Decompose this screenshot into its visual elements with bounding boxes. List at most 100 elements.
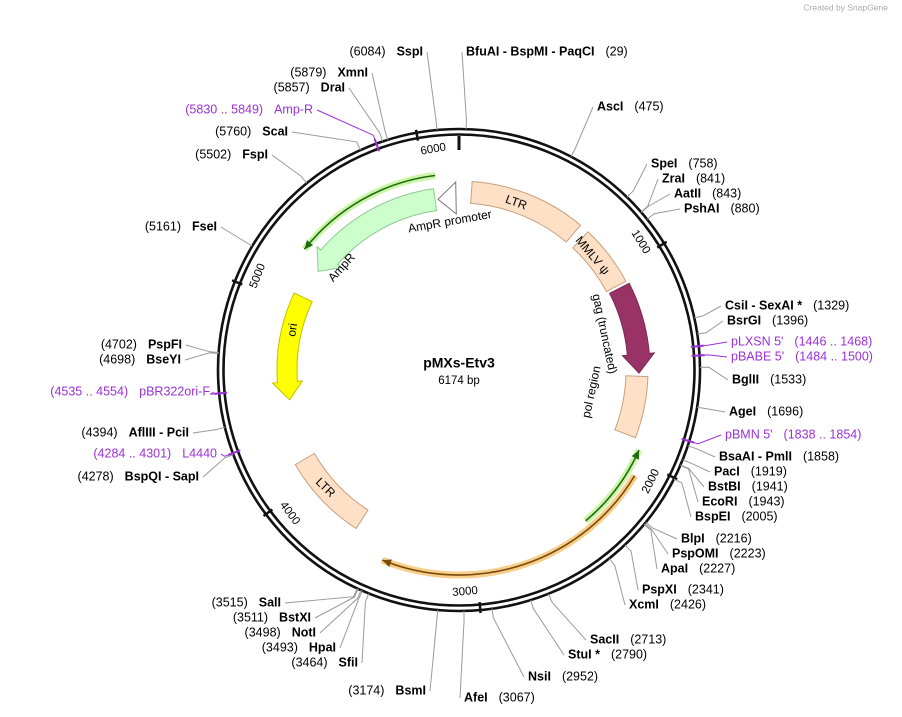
site-position: (4278) xyxy=(78,469,114,483)
site-position: (2952) xyxy=(562,669,598,683)
site-name: XcmI xyxy=(629,597,659,611)
primer-mark xyxy=(214,391,228,395)
leader-line xyxy=(687,445,716,458)
site-position: (5502) xyxy=(195,147,231,161)
leader-line xyxy=(699,366,729,381)
site-position: (3511) xyxy=(233,610,268,624)
watermark: Created by SnapGene xyxy=(803,2,888,12)
primer-mark xyxy=(690,344,704,348)
site-name: CsiI - SexAI * xyxy=(725,298,802,312)
leader-line xyxy=(461,51,467,130)
site-position: (1696) xyxy=(767,404,803,418)
site-name: BspQI - SapI xyxy=(125,469,199,483)
site-position: (2713) xyxy=(630,632,666,646)
site-name: AflIII - PciI xyxy=(129,425,189,439)
site-position: (880) xyxy=(730,201,759,215)
leader-line xyxy=(673,478,692,518)
site-position: (1941) xyxy=(752,479,788,493)
site-name: PspXI xyxy=(642,582,677,596)
site-position: (1838 .. 1854) xyxy=(784,427,862,441)
site-position: (4394) xyxy=(81,425,117,439)
ruler-tick xyxy=(262,508,274,518)
site-name: BsrGI xyxy=(727,313,761,327)
arrow-head xyxy=(631,450,639,460)
site-name: pLXSN 5' xyxy=(731,334,783,348)
site-position: (1446 .. 1468) xyxy=(794,334,872,348)
site-name: EcoRI xyxy=(702,494,737,508)
leader-line xyxy=(371,72,389,140)
ruler-label: 3000 xyxy=(452,585,479,599)
feature-label: ori xyxy=(284,322,300,337)
site-name: PspOMI xyxy=(672,546,719,560)
leader-line xyxy=(319,589,362,634)
site-position: (4702) xyxy=(101,337,137,351)
site-name: SfiI xyxy=(339,655,358,669)
site-name: NotI xyxy=(292,625,316,639)
feature xyxy=(608,282,656,374)
site-name: BlpI xyxy=(681,531,705,545)
feature xyxy=(470,180,582,243)
site-name: FspI xyxy=(242,147,268,161)
ruler-tick xyxy=(231,279,243,286)
site-name: FseI xyxy=(192,219,217,233)
site-name: PspFI xyxy=(148,337,182,351)
site-name: AgeI xyxy=(729,404,756,418)
site-position: (3493) xyxy=(262,640,298,654)
site-position: (5879) xyxy=(290,65,326,79)
leader-line xyxy=(680,464,705,488)
leader-line xyxy=(284,588,358,604)
site-name: XmnI xyxy=(337,65,368,79)
site-position: (2426) xyxy=(670,597,706,611)
site-name: BstXI xyxy=(279,610,311,624)
site-name: DraI xyxy=(321,80,345,94)
arrow-head xyxy=(304,240,313,250)
site-position: (1919) xyxy=(751,464,787,478)
site-name: PacI xyxy=(714,464,740,478)
primer-mark xyxy=(681,437,695,444)
annotation-arrow xyxy=(381,475,636,576)
leader-line xyxy=(640,193,671,213)
site-position: (2216) xyxy=(716,531,752,545)
site-position: (2341) xyxy=(688,582,724,596)
site-position: (1858) xyxy=(803,449,839,463)
leader-line xyxy=(184,352,219,361)
site-position: (475) xyxy=(634,99,663,113)
site-position: (2005) xyxy=(741,509,777,523)
site-position: (758) xyxy=(688,156,717,170)
leader-line xyxy=(339,590,363,649)
site-position: (3174) xyxy=(348,683,384,697)
ruler-tick xyxy=(666,473,678,481)
leader-line xyxy=(314,588,359,619)
leader-line xyxy=(202,454,234,478)
site-position: (1396) xyxy=(772,313,808,327)
site-position: (2227) xyxy=(699,561,735,575)
feature xyxy=(437,180,457,216)
feature xyxy=(614,375,649,439)
leader-line xyxy=(291,131,361,151)
site-position: (2223) xyxy=(730,546,766,560)
site-name: StuI * xyxy=(568,647,600,661)
site-name: pBR322ori-F xyxy=(139,384,210,398)
site-name: ApaI xyxy=(661,561,688,575)
ruler-tick xyxy=(414,129,420,141)
leader-line xyxy=(429,610,439,692)
ruler-tick xyxy=(478,601,482,614)
site-name: AatII xyxy=(674,186,701,200)
site-position: (1943) xyxy=(748,494,784,508)
leader-line xyxy=(530,599,565,656)
primer-mark xyxy=(227,449,241,456)
site-name: L4440 xyxy=(182,446,217,460)
leader-line xyxy=(697,406,726,413)
leader-line xyxy=(361,593,370,664)
leader-line xyxy=(548,593,587,641)
site-name: NsiI xyxy=(528,669,551,683)
site-name: ZraI xyxy=(662,171,685,185)
leader-line xyxy=(644,523,669,555)
site-name: BfuAI - BspMI - PaqCI xyxy=(466,44,594,58)
site-position: (3067) xyxy=(499,690,535,704)
site-name: pBMN 5' xyxy=(725,427,773,441)
site-name: Amp-R xyxy=(274,102,313,116)
feature-label: pol region xyxy=(579,365,604,419)
site-name: PshAI xyxy=(684,201,719,215)
backbone-outer xyxy=(216,127,702,613)
